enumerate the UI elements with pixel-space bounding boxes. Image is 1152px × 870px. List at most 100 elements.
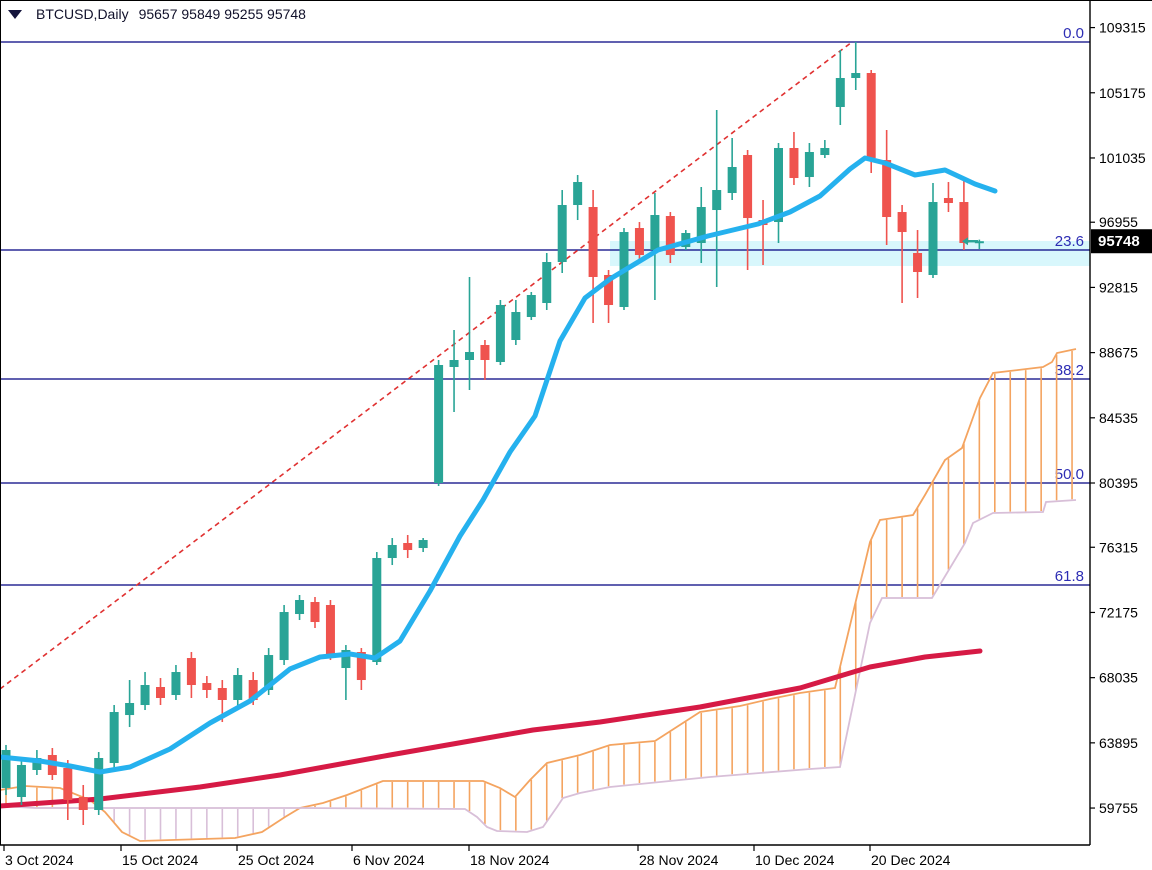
candle-body xyxy=(743,155,753,219)
x-axis-labels: 3 Oct 2024 15 Oct 2024 25 Oct 2024 6 Nov 20… xyxy=(3,845,951,868)
candle-body xyxy=(279,612,289,661)
candle-body xyxy=(495,305,505,362)
x-axis-date-label: 6 Nov 2024 xyxy=(353,852,425,868)
candle-body xyxy=(511,312,521,340)
candle-body xyxy=(557,205,567,262)
candle-body xyxy=(835,78,845,107)
candle-body xyxy=(573,182,583,206)
candle-body xyxy=(480,345,490,360)
candle-body xyxy=(418,540,428,549)
candle-body xyxy=(78,797,88,810)
candle-body xyxy=(897,212,907,233)
candle-body xyxy=(851,73,861,78)
x-axis-date-label: 3 Oct 2024 xyxy=(5,852,74,868)
x-axis-date-label: 20 Dec 2024 xyxy=(871,852,951,868)
candle-body xyxy=(125,703,135,716)
candle-body xyxy=(264,655,274,690)
candle-body xyxy=(171,672,181,696)
x-axis-date-label: 28 Nov 2024 xyxy=(639,852,719,868)
candle-body xyxy=(526,295,536,318)
candle-body xyxy=(156,687,165,698)
candle-body xyxy=(109,712,119,764)
y-axis-price-label: 88675 xyxy=(1099,345,1138,361)
symbol-dropdown-icon[interactable] xyxy=(8,9,22,19)
candle-body xyxy=(727,167,737,194)
y-axis-price-label: 68035 xyxy=(1099,670,1138,686)
candle-body xyxy=(959,202,969,244)
candle-body xyxy=(325,605,335,656)
y-axis-price-label: 92815 xyxy=(1099,279,1138,295)
fibonacci-levels: 0.0 23.6 38.2 50.0 61.8 xyxy=(0,25,1090,586)
candle-body xyxy=(248,680,258,700)
fib-level-label: 61.8 xyxy=(1055,568,1084,585)
candle-body xyxy=(634,228,644,256)
candle-body xyxy=(604,274,614,306)
candle-body xyxy=(202,683,212,690)
y-axis-price-label: 109315 xyxy=(1099,20,1146,36)
candlesticks xyxy=(1,42,984,826)
senkou-span-b-line xyxy=(0,499,1077,833)
y-axis-price-label: 76315 xyxy=(1099,539,1138,555)
x-axis-date-label: 25 Oct 2024 xyxy=(238,852,314,868)
candle-body xyxy=(434,365,444,484)
y-axis-price-label: 101035 xyxy=(1099,150,1146,166)
x-axis-date-label: 10 Dec 2024 xyxy=(755,852,835,868)
candle-body xyxy=(789,148,799,179)
y-axis-labels: 109315 105175 101035 96955 92815 88675 84535 80… xyxy=(1090,20,1146,816)
candle-body xyxy=(913,253,923,272)
y-axis-price-label: 72175 xyxy=(1099,604,1138,620)
candle-body xyxy=(650,215,660,250)
candle-body xyxy=(356,652,366,681)
senkou-span-a-line xyxy=(0,348,1077,842)
candle-body xyxy=(665,216,675,256)
candle-body xyxy=(217,688,227,700)
y-axis-price-label: 59755 xyxy=(1099,800,1138,816)
candle-body xyxy=(233,675,243,700)
y-axis-price-label: 105175 xyxy=(1099,85,1146,101)
candle-body xyxy=(943,198,953,204)
candle-body xyxy=(928,202,938,275)
x-axis-date-label: 15 Oct 2024 xyxy=(122,852,198,868)
candle-body xyxy=(974,241,984,244)
candle-body xyxy=(804,152,814,178)
y-axis-price-label: 63895 xyxy=(1099,735,1138,751)
current-price-value: 95748 xyxy=(1098,233,1140,250)
ichimoku-cloud xyxy=(0,348,1077,842)
y-axis-price-label: 84535 xyxy=(1099,410,1138,426)
candle-body xyxy=(341,650,351,669)
candle-body xyxy=(1,750,11,788)
trendline[interactable] xyxy=(0,41,853,690)
candle-body xyxy=(449,360,459,368)
candle-body xyxy=(295,600,305,615)
chart-frame xyxy=(0,0,1152,846)
fib-level-label: 38.2 xyxy=(1055,362,1084,379)
candle-body xyxy=(774,148,783,223)
candle-body xyxy=(140,685,150,706)
ma-fast-line xyxy=(0,155,998,775)
candle-body xyxy=(712,190,722,211)
fib-level-label: 50.0 xyxy=(1055,466,1084,483)
x-axis-date-label: 18 Nov 2024 xyxy=(470,852,550,868)
title-ohlc-values: 95657 95849 95255 95748 xyxy=(138,6,306,22)
candle-body xyxy=(882,160,892,218)
fib-level-label: 0.0 xyxy=(1063,25,1084,42)
candle-body xyxy=(186,658,196,686)
candle-body xyxy=(403,543,413,551)
candle-body xyxy=(866,73,876,159)
candle-body xyxy=(387,545,397,559)
candle-body xyxy=(696,207,706,244)
candle-body xyxy=(542,262,552,304)
symbol-period-label: BTCUSD,Daily xyxy=(36,6,129,22)
candle-body xyxy=(588,207,598,277)
candle-body xyxy=(465,352,474,360)
candle-body xyxy=(372,558,382,663)
fib-level-label: 23.6 xyxy=(1055,233,1084,250)
candle-body xyxy=(94,758,104,810)
y-axis-price-label: 96955 xyxy=(1099,214,1138,230)
candle-body xyxy=(16,765,26,798)
last-close-arrow-icon xyxy=(962,237,968,246)
candle-body xyxy=(820,148,830,156)
candle-body xyxy=(32,758,42,770)
